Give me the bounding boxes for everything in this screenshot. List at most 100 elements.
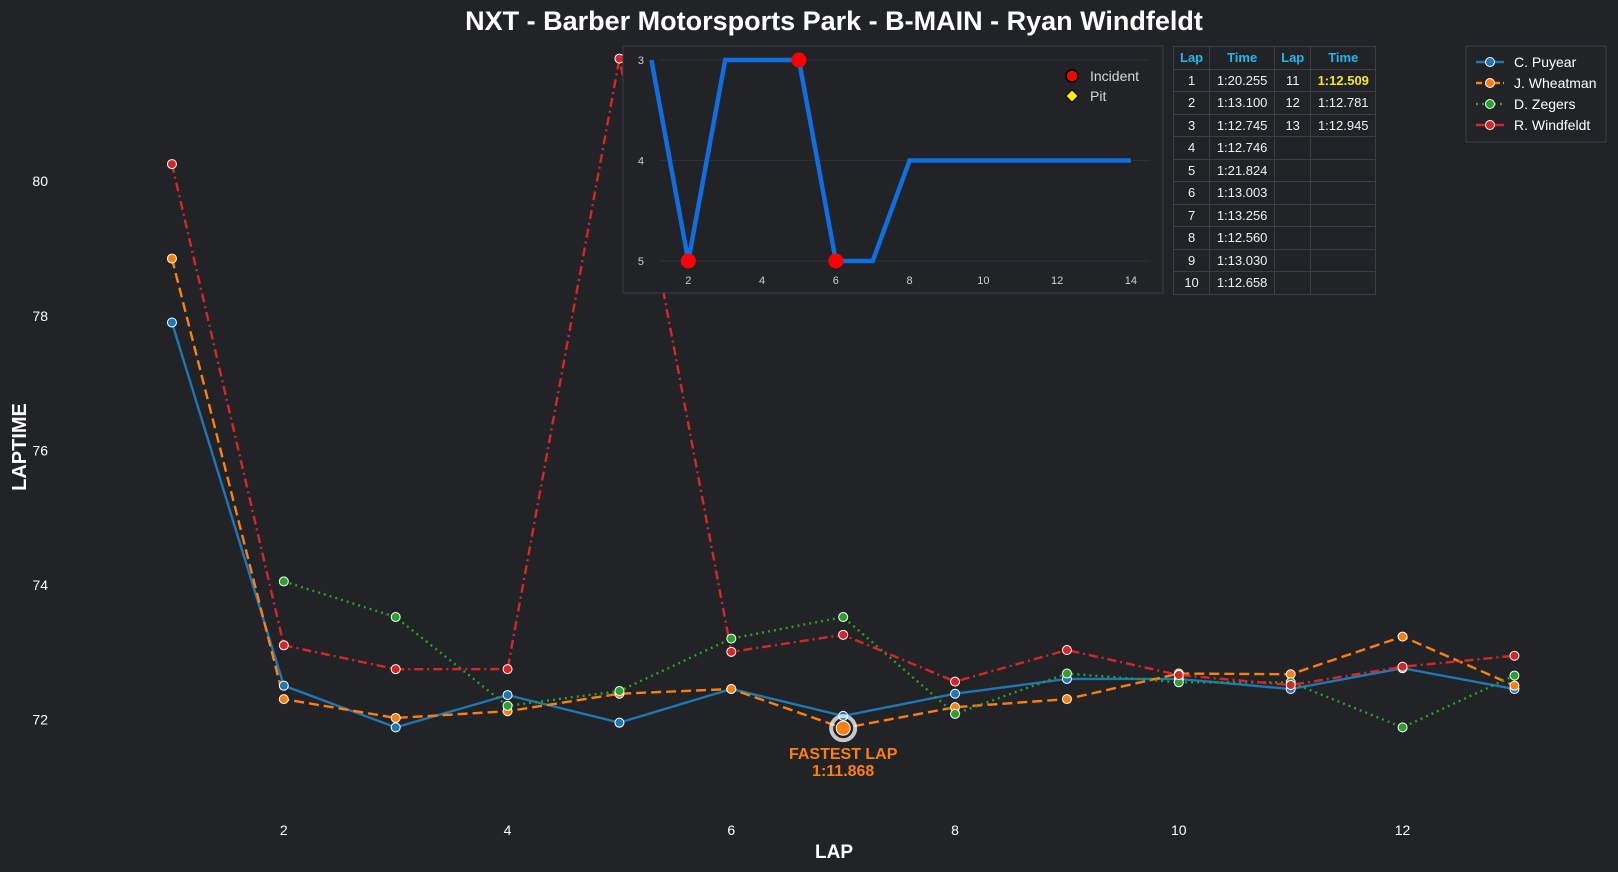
y-tick-label: 72 — [32, 711, 48, 727]
lap-number-cell: 1 — [1172, 68, 1211, 92]
table-header-row: Lap Time Lap Time — [1172, 46, 1377, 70]
lap-number-cell — [1274, 248, 1312, 272]
legend-label: J. Wheatman — [1514, 75, 1596, 91]
y-tick-label: 80 — [32, 173, 48, 189]
series-points — [166, 53, 1520, 734]
y-tick-label: 78 — [32, 308, 48, 324]
main-legend: C. Puyear J. Wheatman D. Zegers R. Windfeld… — [1465, 45, 1607, 143]
table-row: 9 1:13.030 — [1172, 248, 1377, 272]
lap-time-cell: 1:13.100 — [1209, 91, 1276, 115]
data-point — [1173, 670, 1184, 681]
lap-number-cell: 5 — [1172, 158, 1211, 182]
fastest-lap-time: 1:11.868 — [812, 763, 874, 780]
series-line — [283, 580, 1515, 729]
inset-x-tick-label: 14 — [1125, 275, 1137, 287]
incident-marker — [680, 253, 696, 269]
inset-y-tick-label: 3 — [638, 55, 644, 67]
lap-number-cell: 2 — [1172, 91, 1211, 115]
x-tick-label: 2 — [280, 822, 288, 838]
table-row: 4 1:12.746 — [1172, 136, 1377, 160]
incident-legend-label: Incident — [1090, 68, 1139, 84]
x-tick-label: 6 — [727, 822, 735, 838]
header-time: Time — [1209, 46, 1276, 70]
inset-y-tick-label: 4 — [638, 156, 644, 168]
lap-time-cell: 1:12.945 — [1310, 113, 1377, 137]
data-point — [166, 253, 177, 264]
data-point — [726, 646, 737, 657]
data-point — [502, 664, 513, 675]
lap-time-cell — [1310, 136, 1377, 160]
incident-marker — [791, 52, 807, 68]
table-row: 10 1:12.658 — [1172, 271, 1377, 295]
data-point — [838, 629, 849, 640]
data-point — [1509, 650, 1520, 661]
y-tick-label: 76 — [32, 442, 48, 458]
data-point — [1285, 680, 1296, 691]
inset-x-tick-label: 4 — [759, 275, 765, 287]
lap-number-cell: 12 — [1274, 91, 1312, 115]
lap-time-cell: 1:12.745 — [1209, 113, 1276, 137]
lap-number-cell — [1274, 203, 1312, 227]
fastest-lap-annotation: FASTEST LAP 1:11.868 — [789, 714, 898, 780]
lap-number-cell: 7 — [1172, 203, 1211, 227]
fastest-lap-point — [835, 720, 851, 736]
data-point — [166, 159, 177, 170]
data-point — [950, 676, 961, 687]
lap-time-cell: 1:13.003 — [1209, 181, 1276, 205]
lap-time-cell — [1310, 271, 1377, 295]
data-point — [726, 633, 737, 644]
lap-times-table: Lap Time Lap Time 1 1:20.255 11 1:12.509 2 1:… — [1172, 46, 1377, 295]
data-point — [1061, 668, 1072, 679]
legend-label: D. Zegers — [1514, 96, 1575, 112]
header-time: Time — [1310, 46, 1377, 70]
legend-marker — [1485, 99, 1495, 109]
y-tick-label: 74 — [32, 577, 48, 593]
incident-marker — [828, 253, 844, 269]
x-axis-label: LAP — [815, 842, 853, 863]
fastest-lap-label: FASTEST LAP — [789, 746, 898, 763]
lap-number-cell: 9 — [1172, 248, 1211, 272]
y-axis-label: LAPTIME — [9, 403, 31, 491]
inset-x-tick-label: 8 — [907, 275, 913, 287]
series-line — [170, 258, 1515, 730]
x-tick-label: 4 — [504, 822, 512, 838]
lap-number-cell: 4 — [1172, 136, 1211, 160]
inset-y-tick-labels: 3 4 5 — [638, 55, 644, 268]
inset-x-tick-label: 6 — [833, 275, 839, 287]
data-point — [390, 712, 401, 723]
table-row: 5 1:21.824 — [1172, 158, 1377, 182]
x-tick-label: 8 — [951, 822, 959, 838]
data-point — [614, 717, 625, 728]
inset-y-tick-label: 5 — [638, 256, 644, 268]
header-lap: Lap — [1274, 46, 1312, 70]
lap-time-cell: 1:20.255 — [1209, 68, 1276, 92]
header-lap: Lap — [1172, 46, 1211, 70]
legend-marker — [1485, 120, 1495, 130]
table-row: 3 1:12.745 13 1:12.945 — [1172, 113, 1377, 137]
legend-items: C. Puyear J. Wheatman D. Zegers R. Windfeld… — [1476, 54, 1596, 133]
lap-number-cell: 11 — [1274, 68, 1312, 92]
data-point — [390, 664, 401, 675]
lap-time-cell: 1:12.781 — [1310, 91, 1377, 115]
y-tick-labels: 72 74 76 78 80 — [32, 173, 48, 727]
x-tick-label: 10 — [1171, 822, 1187, 838]
data-point — [1061, 694, 1072, 705]
lap-number-cell — [1274, 226, 1312, 250]
data-point — [390, 722, 401, 733]
lap-number-cell: 3 — [1172, 113, 1211, 137]
inset-x-tick-label: 10 — [977, 275, 989, 287]
incident-legend-icon — [1065, 69, 1079, 83]
data-point — [1509, 680, 1520, 691]
x-tick-label: 12 — [1395, 822, 1411, 838]
inset-x-tick-label: 12 — [1051, 275, 1063, 287]
lap-time-cell — [1310, 226, 1377, 250]
lap-time-cell — [1310, 158, 1377, 182]
pit-legend-label: Pit — [1090, 88, 1106, 104]
inset-x-tick-labels: 2 4 6 8 10 12 14 — [685, 275, 1137, 287]
data-point — [838, 612, 849, 623]
lap-number-cell: 8 — [1172, 226, 1211, 250]
lap-time-cell: 1:13.256 — [1209, 203, 1276, 227]
legend-marker — [1485, 57, 1495, 67]
data-point — [950, 708, 961, 719]
lap-number-cell: 10 — [1172, 271, 1211, 295]
